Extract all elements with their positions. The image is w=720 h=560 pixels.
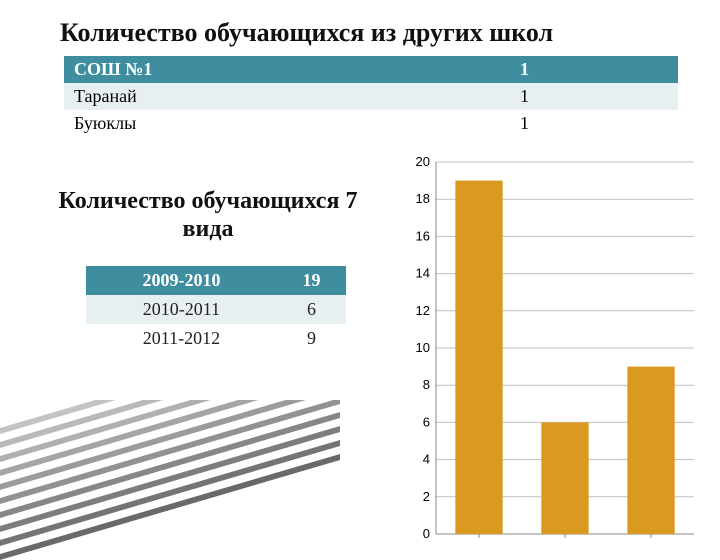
cell-year: 2011-2012 — [86, 324, 277, 353]
svg-text:14: 14 — [416, 266, 430, 281]
cell-value: 6 — [277, 295, 346, 324]
svg-text:10: 10 — [416, 340, 430, 355]
svg-text:6: 6 — [423, 414, 430, 429]
cell-count: 1 — [371, 110, 678, 137]
cell-count: 1 — [371, 56, 678, 83]
table-row: Таранай 1 — [64, 83, 678, 110]
table-row: 2011-2012 9 — [86, 324, 346, 353]
cell-count: 1 — [371, 83, 678, 110]
svg-text:4: 4 — [423, 452, 430, 467]
chart-bar — [455, 181, 502, 534]
svg-text:16: 16 — [416, 228, 430, 243]
cell-year: 2009-2010 — [86, 266, 277, 295]
schools-table: СОШ №1 1 Таранай 1 Буюклы 1 — [64, 56, 678, 137]
table-row: 2009-2010 19 — [86, 266, 346, 295]
svg-text:12: 12 — [416, 303, 430, 318]
cell-school: Буюклы — [64, 110, 371, 137]
cell-value: 9 — [277, 324, 346, 353]
svg-text:2: 2 — [423, 489, 430, 504]
svg-text:0: 0 — [423, 526, 430, 540]
section-title: Количество обучающихся 7 вида — [48, 188, 368, 243]
page-title: Количество обучающихся из других школ — [60, 18, 690, 48]
table-row: 2010-2011 6 — [86, 295, 346, 324]
chart-bar — [541, 422, 588, 534]
cell-school: Таранай — [64, 83, 371, 110]
svg-text:18: 18 — [416, 191, 430, 206]
yearly-table: 2009-2010 19 2010-2011 6 2011-2012 9 — [86, 266, 346, 353]
bar-chart: 0 2 4 6 8 10 12 14 16 18 20 — [400, 156, 700, 540]
cell-school: СОШ №1 — [64, 56, 371, 83]
svg-text:8: 8 — [423, 377, 430, 392]
cell-year: 2010-2011 — [86, 295, 277, 324]
decorative-stripes — [0, 400, 340, 560]
table-row: СОШ №1 1 — [64, 56, 678, 83]
cell-value: 19 — [277, 266, 346, 295]
table-row: Буюклы 1 — [64, 110, 678, 137]
svg-text:20: 20 — [416, 156, 430, 169]
chart-bar — [627, 367, 674, 534]
